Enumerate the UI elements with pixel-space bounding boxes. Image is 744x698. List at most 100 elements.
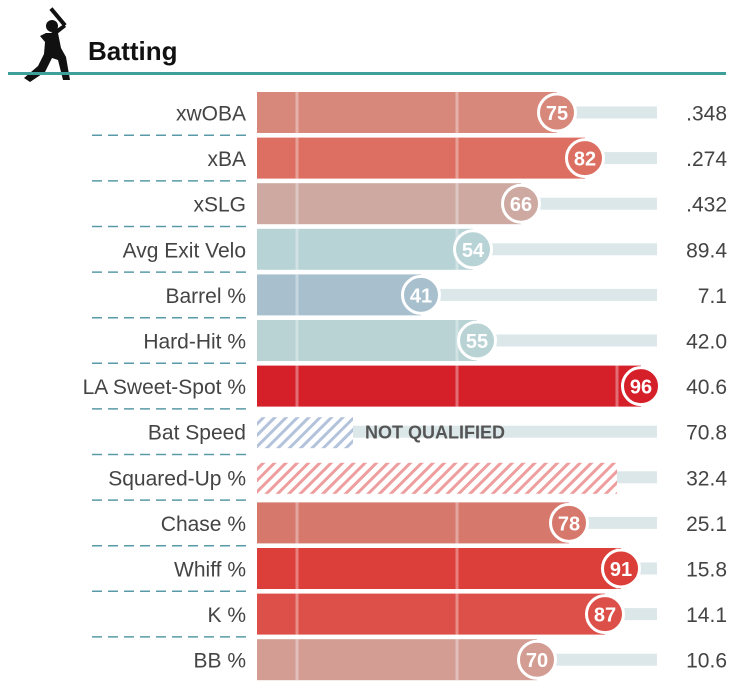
reference-line: [295, 548, 299, 589]
metric-rows: xwOBA 75 .348 xBA 82 .274 xSLG 66 .432 Avg Exit V…: [83, 92, 727, 681]
metric-label: Chase %: [161, 513, 246, 536]
reference-line: [615, 365, 619, 407]
metric-row: Bat Speed NOT QUALIFIED 70.8: [92, 417, 727, 456]
metric-label: BB %: [193, 650, 246, 673]
reference-line: [455, 365, 459, 407]
percentile-bar: [257, 274, 421, 316]
reference-line: [295, 274, 299, 316]
metric-value: 40.6: [686, 376, 727, 399]
metric-label: LA Sweet-Spot %: [83, 376, 246, 399]
percentile-badge-label: 87: [594, 605, 616, 627]
percentile-bar: [257, 92, 557, 133]
metric-value: 14.1: [686, 604, 727, 627]
percentile-track: [257, 425, 657, 438]
header-rule: [8, 72, 726, 75]
metric-value: 32.4: [686, 467, 727, 490]
reference-line: [295, 92, 299, 133]
metric-row: Whiff % 91 15.8: [92, 548, 727, 593]
percentile-bar: [257, 228, 473, 270]
percentile-bar: [257, 320, 477, 361]
percentile-bar: [257, 183, 521, 225]
metric-value: 15.8: [686, 559, 727, 582]
batter-silhouette-icon: [24, 7, 70, 82]
metric-row: LA Sweet-Spot % 96 40.6: [83, 365, 727, 410]
metric-value: 25.1: [686, 513, 727, 536]
percentile-badge: [401, 274, 441, 315]
percentile-badge: [621, 366, 661, 407]
percentile-badge-label: 55: [466, 331, 488, 353]
metric-label: Bat Speed: [148, 422, 246, 445]
metric-row: Hard-Hit % 55 42.0: [92, 320, 727, 365]
reference-line: [295, 137, 299, 179]
metric-label: K %: [207, 604, 246, 627]
not-qualified-label: NOT QUALIFIED: [365, 423, 505, 443]
percentile-badge: [457, 320, 497, 361]
metric-row: xSLG 66 .432: [92, 183, 727, 228]
reference-line: [295, 228, 299, 270]
percentile-badge-label: 96: [630, 377, 652, 399]
metric-row: xwOBA 75 .348: [92, 92, 727, 137]
percentile-badge-label: 82: [574, 149, 596, 171]
metric-label: xBA: [207, 148, 246, 171]
percentile-bar: [257, 365, 641, 407]
percentile-badge: [537, 92, 577, 133]
percentile-badge: [601, 548, 641, 589]
percentile-badge-label: 54: [462, 240, 485, 262]
percentile-badge-label: 91: [610, 559, 632, 581]
metric-row: xBA 82 .274: [92, 137, 727, 182]
metric-label: Hard-Hit %: [143, 331, 246, 354]
percentile-bar: [257, 548, 621, 589]
reference-line: [455, 92, 459, 133]
percentile-badge: [501, 183, 541, 224]
metric-label: Avg Exit Velo: [123, 239, 246, 262]
percentile-badge-label: 41: [410, 285, 432, 307]
metric-label: Whiff %: [174, 559, 246, 582]
metric-value: .432: [686, 194, 727, 217]
metric-value: 89.4: [686, 239, 727, 262]
unqualified-bar: [257, 417, 353, 449]
metric-value: 70.8: [686, 422, 727, 445]
metric-value: 42.0: [686, 331, 727, 354]
reference-line: [455, 639, 459, 681]
percentile-badge-label: 78: [558, 513, 580, 535]
unqualified-bar: [257, 462, 617, 494]
reference-line: [455, 137, 459, 179]
percentile-badge: [549, 502, 589, 543]
reference-line: [295, 365, 299, 407]
reference-line: [455, 548, 459, 589]
reference-line: [455, 502, 459, 544]
metric-row: Avg Exit Velo 54 89.4: [92, 228, 727, 273]
metric-value: .348: [686, 103, 727, 126]
reference-line: [455, 593, 459, 635]
metric-label: xSLG: [193, 194, 246, 217]
metric-row: K % 87 14.1: [92, 593, 727, 638]
metric-label: xwOBA: [176, 103, 246, 126]
metric-row: BB % 70 10.6: [193, 639, 727, 681]
metric-value: 10.6: [686, 650, 727, 673]
percentile-bar: [257, 639, 537, 681]
reference-line: [295, 502, 299, 544]
metric-value: .274: [686, 148, 727, 171]
chart-title: Batting: [88, 36, 178, 66]
metric-row: Chase % 78 25.1: [92, 502, 727, 547]
metric-row: Squared-Up % 32.4: [92, 462, 727, 501]
percentile-bar: [257, 593, 605, 635]
reference-line: [295, 320, 299, 361]
percentile-badge-label: 66: [510, 194, 532, 216]
metric-row: Barrel % 41 7.1: [92, 274, 727, 319]
metric-value: 7.1: [698, 285, 727, 308]
percentile-badge-label: 75: [546, 103, 568, 125]
percentile-bar: [257, 137, 585, 179]
reference-line: [295, 639, 299, 681]
percentile-badge: [453, 229, 493, 270]
percentile-badge-label: 70: [526, 650, 548, 672]
percentile-badge: [517, 639, 557, 680]
percentile-bar: [257, 502, 569, 544]
metric-label: Barrel %: [165, 285, 246, 308]
reference-line: [455, 183, 459, 225]
percentile-badge: [585, 594, 625, 635]
metric-label: Squared-Up %: [108, 467, 246, 490]
header: Batting: [8, 7, 726, 82]
percentile-badge: [565, 138, 605, 179]
